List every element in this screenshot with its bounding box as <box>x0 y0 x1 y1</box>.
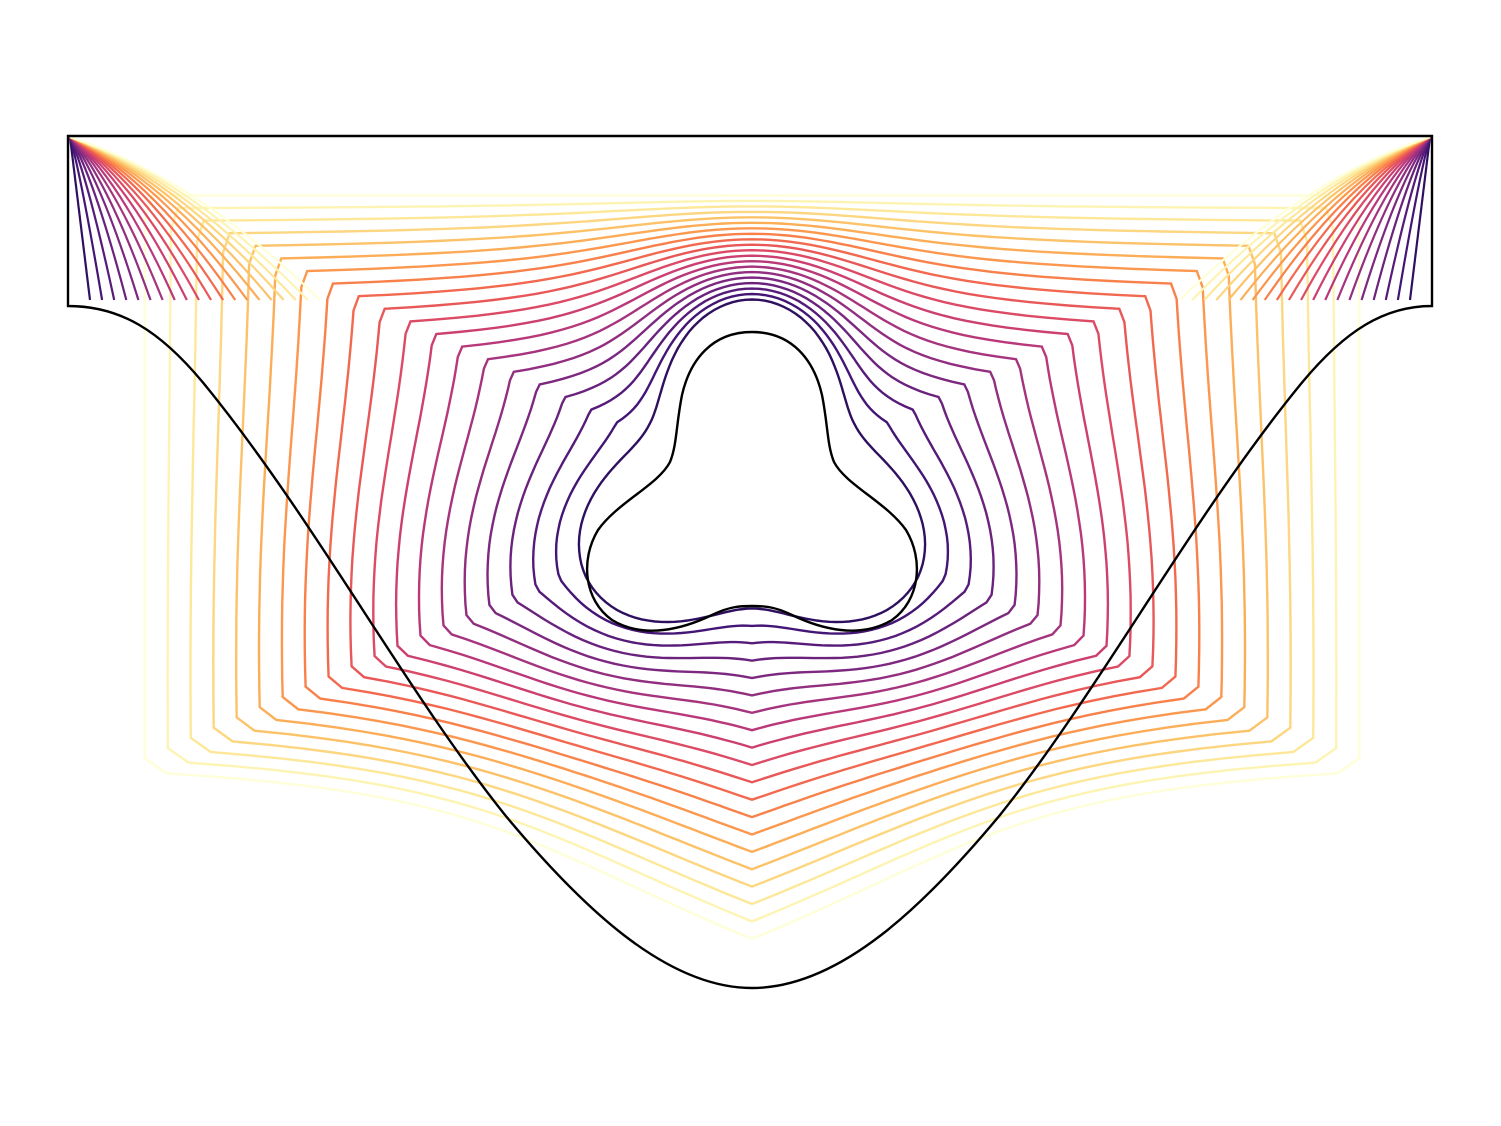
left-corner-contour-3 <box>68 136 116 301</box>
contour-level-14 <box>440 265 1064 715</box>
contour-level-17 <box>509 281 995 662</box>
contour-level-8 <box>303 232 1201 819</box>
contour-lines <box>68 135 1432 941</box>
contour-level-1 <box>143 194 1361 941</box>
contour-level-16 <box>486 276 1018 680</box>
right-corner-contour-5 <box>1360 136 1431 301</box>
contour-level-18 <box>531 287 973 647</box>
left-corner-contour-7 <box>69 136 164 301</box>
right-corner-contour-20 <box>1179 135 1431 301</box>
contour-level-12 <box>394 254 1110 749</box>
left-corner-contour-4 <box>69 136 128 301</box>
contour-level-5 <box>235 216 1269 871</box>
left-corner-contour-1 <box>68 136 92 301</box>
contour-level-11 <box>372 248 1132 767</box>
right-corner-contour-6 <box>1348 136 1431 301</box>
right-corner-contour-7 <box>1336 136 1431 301</box>
right-corner-contour-1 <box>1408 136 1432 301</box>
contour-level-3 <box>189 205 1315 906</box>
contour-level-20 <box>577 298 927 624</box>
left-corner-contour-6 <box>69 136 152 301</box>
right-corner-contour-2 <box>1396 136 1432 301</box>
inner-obstacle-boundary <box>585 330 919 632</box>
left-corner-contour-2 <box>68 136 104 301</box>
right-corner-contour-3 <box>1384 136 1432 301</box>
right-corner-contour-4 <box>1372 136 1431 301</box>
contour-level-15 <box>463 270 1041 697</box>
domain-boundaries <box>66 134 1434 990</box>
left-corner-contour-20 <box>69 135 321 301</box>
contour-level-4 <box>212 210 1292 888</box>
contour-level-2 <box>166 199 1338 923</box>
contour-level-9 <box>326 238 1178 801</box>
contour-level-7 <box>280 227 1224 836</box>
left-corner-contour-5 <box>69 136 140 301</box>
contour-level-19 <box>554 292 950 635</box>
contour-level-13 <box>417 259 1087 732</box>
contour-level-6 <box>257 221 1247 854</box>
contour-level-10 <box>349 243 1155 784</box>
outer-boundary <box>66 134 1434 990</box>
